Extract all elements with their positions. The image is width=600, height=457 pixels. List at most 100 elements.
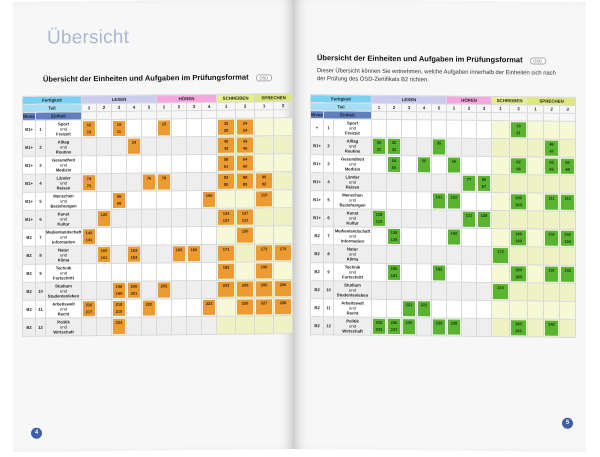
task-cell <box>371 173 387 192</box>
page-ref-box: 113 <box>560 194 575 210</box>
unit-name: Arbeitswelt und Recht <box>333 298 372 318</box>
task-cell <box>96 191 112 210</box>
task-cell <box>156 226 172 245</box>
page-ref-box: 180 181 <box>387 264 401 281</box>
task-cell <box>126 209 142 228</box>
page-ref-box: 34 <box>127 138 141 154</box>
task-cell <box>111 137 127 156</box>
task-cell: 142 <box>446 228 462 247</box>
page-ref-box: 235 <box>402 319 416 335</box>
task-cell <box>491 264 510 283</box>
unit-number: 2 <box>35 138 46 157</box>
task-cell: 120 <box>96 209 112 228</box>
unit-name: Medienlandschaft und Information <box>333 226 372 246</box>
task-cell <box>81 191 97 210</box>
page-ref-box: 74 75 <box>82 175 96 191</box>
task-cell <box>527 210 544 230</box>
page-ref-box: 210 <box>492 284 509 300</box>
page-ref-box: 106 109 <box>510 194 527 210</box>
task-cell <box>446 246 462 265</box>
task-cell <box>446 264 462 283</box>
task-cell <box>111 173 127 192</box>
task-cell: 15 <box>156 118 172 137</box>
page-ref-box: 35 <box>432 139 446 155</box>
page-ref-box: 83 82 <box>217 173 235 189</box>
task-cell: 234 <box>111 317 127 336</box>
task-cell: 242 <box>543 319 560 338</box>
task-cell <box>386 119 402 138</box>
page-ref-box: 102 <box>447 193 461 209</box>
task-cell: 77 <box>461 174 477 193</box>
task-cell <box>156 244 172 263</box>
task-cell <box>273 117 293 136</box>
task-cell <box>543 301 560 320</box>
page-ref-box: 190 <box>255 263 273 279</box>
task-cell: 30 31 <box>371 137 387 156</box>
page-ref-box: 121 <box>462 211 476 227</box>
unit-name-part: Recht <box>57 311 70 317</box>
task-cell: 35 <box>431 137 447 157</box>
unit-number: 1 <box>35 120 46 139</box>
task-cell <box>111 155 127 174</box>
task-cell: 56 <box>446 156 462 175</box>
unit-number: 10 <box>35 282 46 301</box>
unit-name: Alltag und Routine <box>45 137 82 157</box>
niveau-cell: B2 <box>310 298 324 317</box>
page-ref-box: 234 <box>112 318 126 334</box>
teil-number: 2 <box>96 103 112 112</box>
task-cell <box>216 226 236 245</box>
task-cell <box>371 155 387 174</box>
header-spacer <box>543 113 560 122</box>
task-cell <box>559 175 576 194</box>
task-cell <box>216 298 236 317</box>
task-cell <box>171 262 187 281</box>
task-cell: 183 <box>216 262 236 281</box>
task-cell <box>416 137 432 156</box>
task-cell <box>416 245 432 264</box>
task-cell <box>527 264 544 284</box>
page-ref-box: 105 <box>202 191 216 208</box>
unit-name-part: Kultur <box>57 221 70 227</box>
task-cell <box>491 318 510 337</box>
header-spacer <box>476 112 492 121</box>
task-cell <box>141 262 157 282</box>
task-cell <box>527 282 544 302</box>
page-ref-box: 15 <box>157 120 171 136</box>
task-cell: 19 11 <box>111 119 127 138</box>
unit-name: Technik und Fortschritt <box>333 262 372 282</box>
task-cell <box>543 175 560 194</box>
task-cell <box>141 244 157 264</box>
task-cell: 232 233 <box>371 317 387 336</box>
task-cell: 58 61 <box>216 154 236 173</box>
page-ref-box: 218 219 <box>112 300 126 316</box>
unit-name-part: Klima <box>346 256 359 262</box>
page-ref-box: 242 <box>544 320 559 336</box>
task-cell <box>416 263 432 282</box>
task-cell <box>476 228 492 247</box>
page-ref-box: 192 <box>560 266 575 282</box>
page-ref-box: 19 11 <box>112 120 126 136</box>
task-cell: 190 <box>254 261 274 280</box>
task-cell: 210 <box>491 282 510 301</box>
teil-number: 1 <box>156 102 172 111</box>
teil-number: 2 <box>273 101 293 110</box>
task-cell: 12 13 <box>81 119 97 138</box>
unit-name: Länder und Reisen <box>333 172 372 192</box>
page-ref-box: 120 <box>97 210 111 227</box>
task-cell <box>509 174 528 193</box>
niveau-cell: B2 <box>310 280 324 299</box>
teil-number: 3 <box>401 103 417 112</box>
task-cell <box>476 300 492 319</box>
header-spacer <box>96 111 112 120</box>
task-cell <box>235 315 255 335</box>
task-cell <box>386 191 402 210</box>
task-cell <box>431 119 447 139</box>
page-ref-box: 76 <box>142 174 156 190</box>
task-cell <box>371 281 387 300</box>
task-cell: 65 65 <box>543 157 560 176</box>
task-cell <box>156 208 172 227</box>
task-cell: 88 89 <box>235 171 255 191</box>
unit-number: 11 <box>35 300 46 319</box>
teil-number: 1 <box>527 104 544 114</box>
task-cell <box>141 316 157 336</box>
